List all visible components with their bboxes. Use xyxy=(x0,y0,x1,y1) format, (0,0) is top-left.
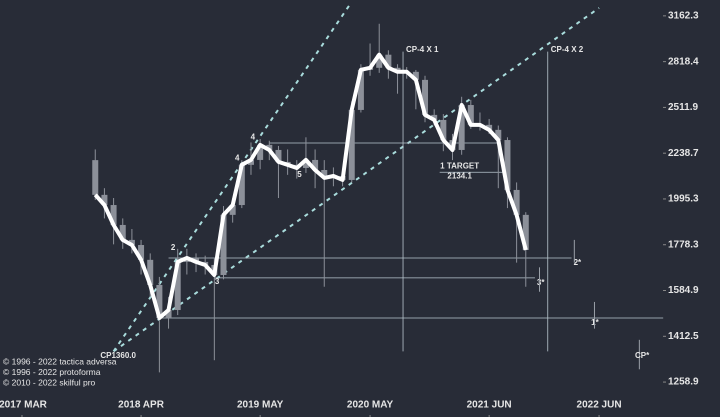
y-tick-label: 1995.3 xyxy=(668,194,699,205)
level-label: 3* xyxy=(537,278,545,287)
candle-body xyxy=(101,194,108,206)
candle-body xyxy=(119,224,126,240)
level-label: 1* xyxy=(591,318,599,327)
annotation: 4 xyxy=(251,132,256,141)
candle-body xyxy=(458,105,465,150)
candle-body xyxy=(357,69,364,110)
candle-body xyxy=(522,214,529,250)
candle-body xyxy=(165,310,172,319)
trendline xyxy=(112,1,353,352)
x-tick-label: 2021 JUN xyxy=(467,400,512,411)
candle-body xyxy=(110,205,117,225)
candle-body xyxy=(238,164,245,206)
candle-body xyxy=(302,159,309,168)
candle-body xyxy=(312,159,319,171)
candle-body xyxy=(412,71,419,80)
cycle-label: CP-4 X 1 xyxy=(406,45,439,54)
candle-body xyxy=(220,214,227,275)
annotation: 4 xyxy=(235,153,240,162)
y-tick-label: 1258.9 xyxy=(668,377,699,388)
candle-body xyxy=(266,144,273,150)
y-tick-label: 1778.3 xyxy=(668,239,699,250)
candle-body xyxy=(467,105,474,125)
annotation: 5 xyxy=(297,170,302,179)
trend-line xyxy=(93,52,528,320)
y-tick-label: 1584.9 xyxy=(668,285,699,296)
candle-body xyxy=(440,119,447,141)
candle-body xyxy=(376,54,383,68)
x-tick-label: 2022 JUN xyxy=(577,400,622,411)
candle-body xyxy=(504,140,511,190)
y-tick-label: 2818.4 xyxy=(668,56,699,67)
level-label: 2* xyxy=(574,258,582,267)
candle-body xyxy=(247,159,254,165)
candle-body xyxy=(385,54,392,68)
candle-body xyxy=(138,245,145,260)
candle-body xyxy=(257,144,264,160)
x-tick-label: 2020 MAY xyxy=(347,400,394,411)
candle-body xyxy=(422,79,429,115)
level-value: 2134.1 xyxy=(447,171,472,180)
candle-body xyxy=(229,205,236,215)
footnote: © 1996 - 2022 tactica adversa xyxy=(3,356,117,366)
trendline xyxy=(113,7,600,353)
candle-body xyxy=(348,109,355,180)
candle-body xyxy=(174,261,181,311)
x-tick-label: 2017 MAR xyxy=(0,400,48,411)
candle-body xyxy=(147,259,154,286)
x-tick-label: 2018 APR xyxy=(118,400,165,411)
annotation: CP1360.0 xyxy=(100,351,136,360)
x-tick-label: 2019 MAY xyxy=(237,400,284,411)
candle-body xyxy=(92,160,99,195)
annotation: CP* xyxy=(635,351,650,360)
y-tick-label: 3162.3 xyxy=(668,11,699,22)
candle-body xyxy=(321,170,328,178)
annotation: 3 xyxy=(215,277,220,286)
cycle-label: CP-4 X 2 xyxy=(551,45,584,54)
candle-body xyxy=(431,114,438,120)
y-tick-label: 1412.5 xyxy=(668,331,699,342)
candle-body xyxy=(495,129,502,141)
candle-body xyxy=(156,285,163,319)
level-label: 1 TARGET xyxy=(440,161,479,170)
candle-body xyxy=(486,124,493,130)
candle-body xyxy=(128,239,135,246)
annotation: 2 xyxy=(171,243,176,252)
candle-body xyxy=(513,189,520,215)
footnote: © 1996 - 2022 protoforma xyxy=(3,367,101,377)
footnote: © 2010 - 2022 skilful pro xyxy=(3,377,96,387)
candle-body xyxy=(275,149,282,162)
y-tick-label: 2238.7 xyxy=(668,148,699,159)
y-tick-label: 2511.9 xyxy=(668,102,698,113)
